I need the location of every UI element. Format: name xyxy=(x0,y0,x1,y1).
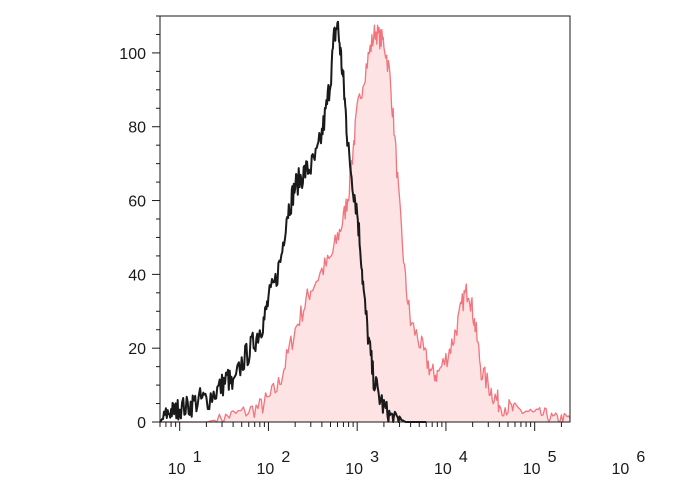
series-0-area xyxy=(160,25,570,422)
x-axis: 10 1 10 2 10 3 10 4 10 5 10 6 xyxy=(159,422,645,478)
y-tick-label: 80 xyxy=(128,120,146,137)
x-tick-label-base: 10 xyxy=(434,461,452,478)
x-tick-label-exponent: 1 xyxy=(193,449,202,466)
x-tick-label-base: 10 xyxy=(168,461,186,478)
series-0-line xyxy=(160,24,571,423)
series-layer xyxy=(159,20,571,423)
x-tick-label-base: 10 xyxy=(612,461,630,478)
x-tick-label-base: 10 xyxy=(257,461,275,478)
y-tick-label: 100 xyxy=(119,46,146,63)
y-tick-label: 60 xyxy=(128,194,146,211)
y-tick-label: 20 xyxy=(128,341,146,358)
y-axis: 0 20 40 60 80 100 xyxy=(119,15,160,432)
y-tick-label: 0 xyxy=(137,415,146,432)
x-tick-label-exponent: 2 xyxy=(281,449,290,466)
x-tick-label-exponent: 3 xyxy=(370,449,379,466)
x-tick-label-base: 10 xyxy=(523,461,541,478)
x-tick-label-exponent: 6 xyxy=(636,449,645,466)
x-tick-label-base: 10 xyxy=(345,461,363,478)
x-tick-label-exponent: 4 xyxy=(459,449,468,466)
series-1-line xyxy=(159,20,427,423)
x-tick-label-exponent: 5 xyxy=(548,449,557,466)
y-tick-label: 40 xyxy=(128,267,146,284)
